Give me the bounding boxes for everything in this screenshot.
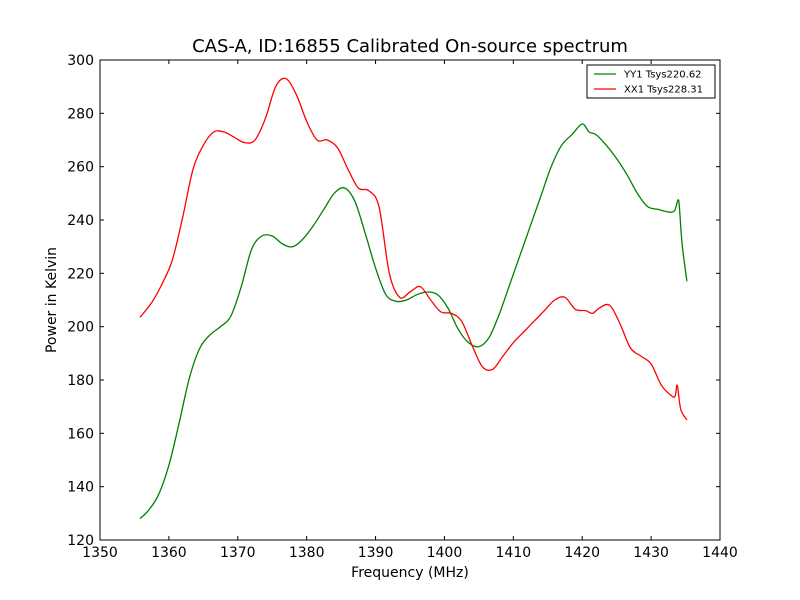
y-tick-label: 300 [67,53,94,69]
x-tick-label: 1420 [564,545,600,561]
plot-area-frame [99,59,721,541]
x-tick-label: 1360 [151,545,187,561]
legend: YY1 Tsys220.62 XX1 Tsys228.31 [586,64,716,99]
y-tick-label: 280 [67,106,94,122]
x-tick-label: 1350 [82,545,118,561]
x-tick-label: 1410 [496,545,532,561]
x-tick-label: 1390 [358,545,394,561]
x-tick-label: 1370 [220,545,256,561]
legend-label-xx1: XX1 Tsys228.31 [624,85,703,96]
y-tick-label: 240 [67,213,94,229]
series-line-yy1 [139,123,688,520]
x-tick-label: 1440 [702,545,738,561]
x-tick-label: 1380 [289,545,325,561]
y-tick-label: 120 [67,533,94,549]
y-axis-title: Power in Kelvin [44,247,60,353]
x-tick-label: 1430 [633,545,669,561]
series-line-xx1 [139,77,688,421]
y-tick-label: 220 [67,266,94,282]
ticks-layer: 1350 1360 1370 1380 1390 1400 1410 1420 1430 1440… [67,53,738,561]
y-tick-label: 180 [67,373,94,389]
y-tick-label: 140 [67,480,94,496]
chart-title: CAS-A, ID:16855 Calibrated On-source spe… [192,36,628,57]
x-axis-title: Frequency (MHz) [351,565,469,581]
legend-box [586,64,716,99]
y-tick-label: 260 [67,160,94,176]
legend-label-yy1: YY1 Tsys220.62 [623,70,702,81]
y-tick-label: 160 [67,426,94,442]
x-tick-label: 1400 [427,545,463,561]
y-tick-label: 200 [67,320,94,336]
series-layer [139,77,688,520]
